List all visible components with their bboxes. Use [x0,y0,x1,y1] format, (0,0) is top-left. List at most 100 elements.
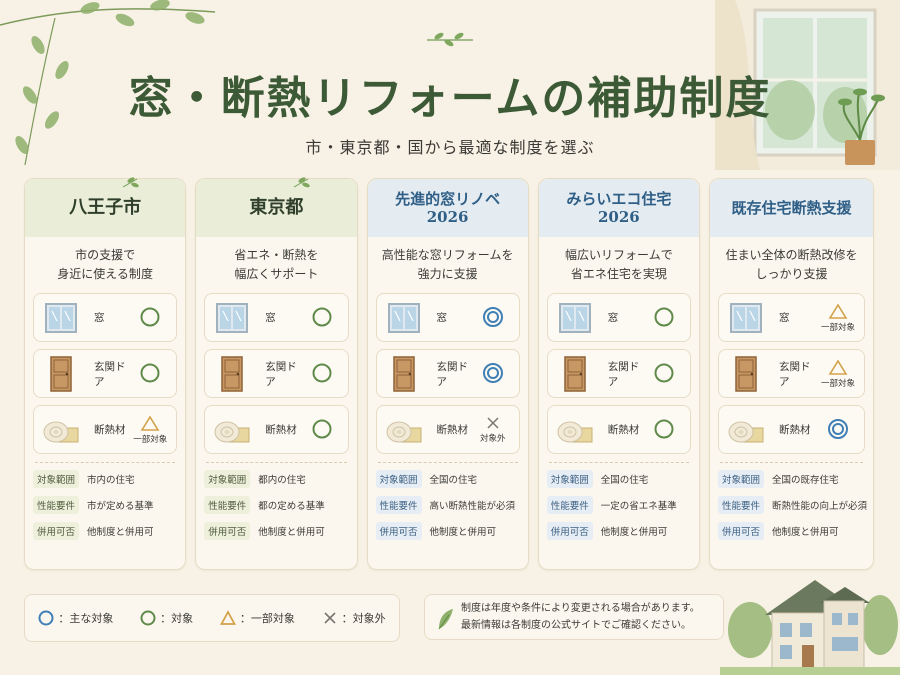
eligibility-mark: 対象外 [475,415,511,444]
requirement-tag: 併用可否 [718,522,765,540]
item-window: 窓 [375,293,520,342]
subsidy-column: 既存住宅断熱支援 住まい全体の断熱改修を しっかり支援窓一部対象 玄関ドア 一部対象 断熱… [709,178,875,570]
leaf-icon [438,609,453,630]
column-header: 東京都 [196,179,357,237]
double-circle-mark-icon [482,363,503,383]
item-window: 窓 [546,293,691,342]
window-icon [216,302,249,333]
insulation-roll-icon [557,421,593,442]
page-subtitle: 市・東京都・国から最適な制度を選ぶ [305,138,595,157]
legend-main-label: ：主な対象 [58,612,114,625]
eligibility-mark [304,418,340,441]
description-line: 幅広いリフォームで [565,247,673,262]
item-door: 玄関ドア [204,349,349,398]
requirement-value: 全国の住宅 [600,475,649,486]
item-label: 断熱材 [436,424,469,436]
requirement-value: 全国の既存住宅 [772,475,839,486]
requirement-tag: 性能要件 [375,496,422,514]
item-insulation: 断熱材 [718,405,866,454]
circle-mark-icon [654,363,674,383]
requirement-row: 併用可否 他制度と併用可 [718,521,867,541]
subsidy-columns: 八王子市 市の支援で 身近に使える制度窓玄関ドア 断熱材 一部対象 対象範囲 市内の住宅 性能… [24,177,875,570]
requirement-row: 併用可否 他制度と併用可 [375,521,522,541]
requirement-tag: 対象範囲 [33,470,80,488]
insulation-roll-icon [386,421,421,442]
program-name: 八王子市 [69,197,142,219]
requirement-value: 一定の省エネ基準 [600,501,677,512]
requirement-row: 性能要件 一定の省エネ基準 [546,495,693,515]
subsidy-column: みらいエコ住宅 2026 幅広いリフォームで 省エネ住宅を実現窓玄関ドア 断熱材 対象範囲… [537,178,700,570]
requirement-value: 他制度と併用可 [772,527,839,538]
requirement-row: 性能要件 都の定める基準 [204,495,350,515]
item-label: 断熱材 [265,424,297,436]
item-label: 窓 [607,312,619,324]
description-line: 身近に使える制度 [57,267,153,281]
divider [206,462,347,463]
item-label: 断熱材 [607,424,640,436]
program-name: 先進的窓リノベ [395,190,501,208]
program-year: 2026 [597,208,640,226]
requirement-value: 高い断熱性能が必須 [429,501,516,512]
cross-mark-icon [487,417,499,429]
requirement-value: 他制度と併用可 [600,527,668,538]
column-header: みらいエコ住宅 2026 [538,179,699,237]
requirement-row: 対象範囲 市内の住宅 [33,469,179,489]
requirement-value: 他制度と併用可 [87,527,154,538]
house-illustration [720,580,900,675]
divider [720,462,864,463]
leaf-vine-decoration [0,0,216,166]
door-icon [735,355,757,392]
column-header: 八王子市 [25,179,186,237]
item-label: 窓 [265,312,276,324]
item-label: 玄関ドア [265,360,297,388]
eligibility-note: 一部対象 [133,434,168,445]
window-picture [727,299,765,337]
eligibility-note: 対象外 [479,434,506,444]
insulation-picture [213,411,251,449]
page-title: 窓・断熱リフォームの補助制度 [128,73,772,124]
item-label: 断熱材 [779,424,811,436]
eligibility-mark [304,362,340,385]
item-insulation: 断熱材 対象外 [375,405,520,454]
window-scene-illustration [715,0,900,170]
subsidy-column: 東京都 省エネ・断熱を 幅広くサポート窓玄関ドア 断熱材 対象範囲 都内の住宅 性能要件 都の… [195,177,358,570]
item-door: 玄関ドア [546,349,691,398]
requirement-value: 断熱性能の向上が必須 [772,501,868,512]
requirement-row: 併用可否 他制度と併用可 [546,521,693,541]
description-line: 住まい全体の断熱改修を [725,247,858,262]
triangle-mark-icon [140,414,160,431]
legend-partial: ：一部対象 [219,610,295,626]
item-door: 玄関ドア 一部対象 [718,349,866,398]
description-line: 強力に支援 [417,267,478,281]
item-door: 玄関ドア [33,349,178,398]
column-description: 住まい全体の断熱改修を しっかり支援 [710,237,873,293]
description-line: 省エネ・断熱を [234,247,319,262]
item-label: 玄関ドア [779,360,811,388]
requirement-tag: 対象範囲 [718,470,765,488]
legend-main: ：主な対象 [38,610,113,626]
eligibility-mark [646,418,682,441]
divider [377,462,518,463]
divider [548,462,689,463]
door-icon [392,355,415,392]
door-picture [213,355,251,393]
triangle-mark-icon [828,302,848,319]
circle-mark-icon [312,307,331,327]
eligibility-mark [475,306,511,329]
eligibility-mark [646,362,682,385]
window-picture [556,299,594,337]
window-icon [387,302,420,333]
item-label: 玄関ドア [436,360,469,388]
insulation-roll-icon [214,421,250,442]
requirement-tag: 対象範囲 [204,470,251,488]
subsidy-column: 先進的窓リノベ 2026 高性能な窓リフォームを 強力に支援窓玄関ドア 断熱材 対象外 対象… [366,178,529,570]
column-description: 高性能な窓リフォームを 強力に支援 [368,237,528,293]
eligibility-mark [820,418,856,441]
description-line: 省エネ住宅を実現 [570,267,667,281]
description-line: 幅広くサポート [234,267,319,281]
legend-excluded: ：対象外 [322,610,386,626]
requirement-row: 性能要件 断熱性能の向上が必須 [718,495,867,515]
eligibility-mark [132,306,168,329]
requirement-row: 併用可否 他制度と併用可 [204,521,350,541]
requirement-row: 対象範囲 全国の既存住宅 [718,469,867,489]
